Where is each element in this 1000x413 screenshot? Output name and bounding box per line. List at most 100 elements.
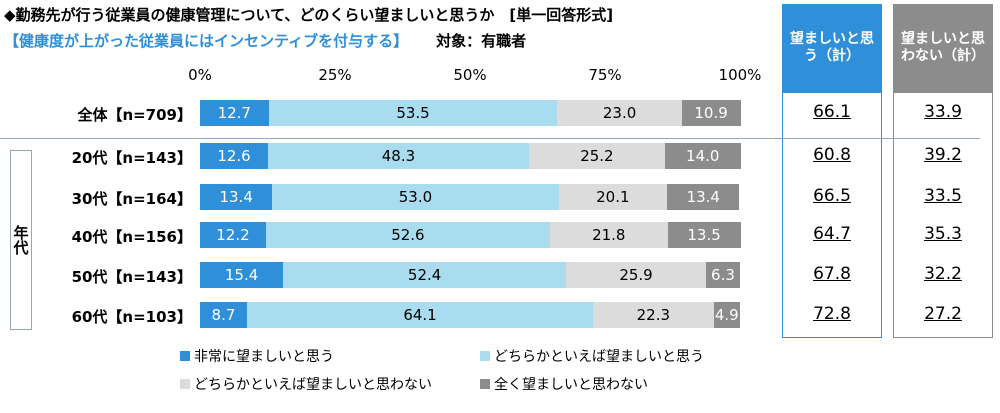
stacked-bar: 12.2 52.6 21.8 13.5	[200, 222, 741, 248]
bar-segment	[200, 262, 284, 288]
bar-segment	[246, 302, 594, 328]
summary-value: 67.8	[813, 264, 851, 284]
bar-value-label: 53.0	[398, 188, 433, 206]
summary-header: 望ましいと思う（計）	[782, 4, 882, 92]
bar-segment	[593, 302, 714, 328]
x-tick-label: 100%	[718, 66, 762, 84]
bar-segment	[667, 222, 741, 248]
bar-segment	[528, 143, 665, 169]
bar-segment	[667, 184, 740, 210]
bar-value-label: 23.0	[602, 104, 637, 122]
bar-value-label: 12.2	[216, 226, 250, 244]
legend-item-3: どちらかといえば望ましいと思わない	[180, 374, 432, 394]
bar-value-label: 48.3	[381, 147, 416, 165]
stacked-bar: 8.7 64.1 22.3 4.9	[200, 302, 740, 328]
bar-value-label: 13.4	[686, 188, 720, 206]
bar-value-label: 52.6	[391, 226, 425, 244]
bar-value-label: 13.5	[687, 226, 721, 244]
bar-segment	[705, 262, 740, 288]
stacked-bar: 12.7 53.5 23.0 10.9	[200, 100, 741, 126]
row-label: 全体【n=709】	[77, 106, 192, 124]
summary-value: 66.1	[813, 102, 851, 122]
chart-title: ◆勤務先が行う従業員の健康管理について、どのくらい望ましいと思うか [単一回答形…	[4, 6, 614, 24]
bar-value-label: 6.3	[711, 266, 735, 284]
legend-swatch-3	[180, 379, 190, 389]
bar-segment	[557, 100, 682, 126]
bar-segment	[549, 222, 668, 248]
bar-value-label: 20.1	[596, 188, 630, 206]
legend-label-4: 全く望ましいと思わない	[494, 377, 648, 393]
summary-value: 39.2	[924, 145, 962, 165]
row-label: 60代【n=103】	[71, 308, 192, 326]
summary-value: 33.5	[924, 186, 962, 206]
bar-segment	[268, 100, 558, 126]
bar-segment	[272, 184, 559, 210]
bar-segment	[265, 222, 550, 248]
stacked-bar: 13.4 53.0 20.1 13.4	[200, 184, 740, 210]
legend-label-2: どちらかといえば望ましいと思う	[494, 349, 704, 365]
row-label: 30代【n=164】	[71, 190, 192, 208]
bar-segment	[200, 184, 273, 210]
x-tick-label: 0%	[188, 66, 212, 84]
bar-value-label: 15.4	[224, 266, 259, 284]
x-tick-label: 25%	[318, 66, 352, 84]
subtitle-text: 【健康度が上がった従業員にはインセンティブを付与する】	[4, 32, 409, 50]
bar-segment	[200, 143, 269, 169]
x-tick-label: 50%	[453, 66, 487, 84]
row-label: 40代【n=156】	[71, 228, 192, 246]
stacked-bar: 15.4 52.4 25.9 6.3	[200, 262, 740, 288]
bar-value-label: 12.6	[217, 147, 251, 165]
chart-legend: 非常に望ましいと思う どちらかといえば望ましいと思う どちらかといえば望ましいと…	[180, 346, 800, 406]
summary-value: 32.2	[924, 264, 962, 284]
row-label: 50代【n=143】	[71, 268, 192, 286]
legend-label-3: どちらかといえば望ましいと思わない	[194, 377, 432, 393]
bar-segment	[664, 143, 741, 169]
chart-subtitle: 【健康度が上がった従業員にはインセンティブを付与する】 対象：有職者	[4, 30, 526, 51]
bar-value-label: 22.3	[636, 306, 671, 324]
summary-value: 64.7	[813, 224, 851, 244]
summary-value: 35.3	[924, 224, 962, 244]
bar-value-label: 8.7	[211, 306, 236, 324]
bar-value-label: 13.4	[219, 188, 253, 206]
x-tick-label: 75%	[588, 66, 622, 84]
bar-segment	[200, 100, 269, 126]
summary-value: 60.8	[813, 145, 851, 165]
summary-box	[782, 92, 882, 338]
bar-segment	[200, 222, 266, 248]
summary-value: 33.9	[924, 102, 962, 122]
bar-value-label: 14.0	[686, 147, 720, 165]
legend-swatch-2	[480, 351, 490, 361]
legend-swatch-1	[180, 351, 190, 361]
legend-swatch-4	[480, 379, 490, 389]
summary-box	[893, 92, 993, 338]
bar-value-label: 53.5	[396, 104, 430, 122]
bar-value-label: 4.9	[714, 306, 739, 324]
legend-item-1: 非常に望ましいと思う	[180, 346, 334, 366]
subject-text: 対象：有職者	[436, 32, 527, 50]
total-separator	[0, 138, 980, 139]
bar-segment	[713, 302, 740, 328]
bar-value-label: 64.1	[403, 306, 437, 324]
bar-value-label: 52.4	[407, 266, 442, 284]
legend-label-1: 非常に望ましいと思う	[194, 349, 334, 365]
bar-segment	[283, 262, 567, 288]
bar-segment	[681, 100, 741, 126]
bar-value-label: 25.9	[619, 266, 653, 284]
bar-segment	[200, 302, 247, 328]
row-label: 20代【n=143】	[71, 149, 192, 167]
bar-segment	[566, 262, 706, 288]
legend-item-2: どちらかといえば望ましいと思う	[480, 346, 704, 366]
bar-value-label: 25.2	[580, 147, 614, 165]
bar-value-label: 10.9	[694, 104, 728, 122]
legend-item-4: 全く望ましいと思わない	[480, 374, 648, 394]
bar-value-label: 12.7	[217, 104, 251, 122]
age-group-label: 年代	[10, 150, 32, 330]
summary-value: 66.5	[813, 186, 851, 206]
bar-segment	[558, 184, 668, 210]
bar-value-label: 21.8	[592, 226, 626, 244]
summary-value: 27.2	[924, 304, 962, 324]
summary-header: 望ましいと思わない（計）	[893, 4, 993, 92]
stacked-bar: 12.6 48.3 25.2 14.0	[200, 143, 741, 169]
summary-value: 72.8	[813, 304, 851, 324]
bar-segment	[268, 143, 529, 169]
